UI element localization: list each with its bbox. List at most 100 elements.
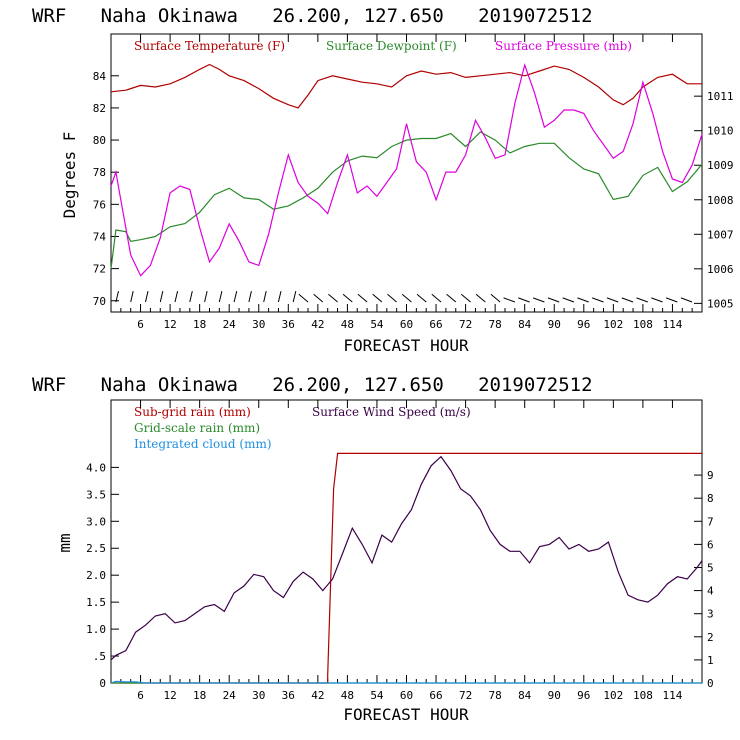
legend-sub-grid-rain: Sub-grid rain (mm) — [134, 405, 251, 419]
y2-tick-label: 1011 — [707, 90, 734, 103]
wind-barb — [159, 290, 164, 303]
wind-barb — [313, 293, 324, 303]
y2-tick-label: 0 — [707, 677, 714, 690]
x-tick-label: 90 — [548, 689, 561, 702]
wind-barb — [665, 297, 678, 303]
y-tick-label: 70 — [93, 295, 106, 308]
x-tick-label: 114 — [663, 318, 683, 331]
x-tick-label: 84 — [518, 689, 532, 702]
wind-barb — [475, 293, 486, 303]
x-tick-label: 84 — [518, 318, 532, 331]
wind-barb — [532, 297, 545, 303]
wind-barb — [431, 293, 442, 303]
wind-barb — [277, 290, 282, 303]
x-tick-label: 36 — [282, 318, 295, 331]
y2-tick-label: 1010 — [707, 125, 734, 138]
x-tick-label: 24 — [223, 318, 237, 331]
panel1-x-axis-label: FORECAST HOUR — [343, 336, 469, 355]
y2-tick-label: 8 — [707, 492, 714, 505]
y-tick-label: 4.0 — [86, 461, 106, 474]
y-tick-label: 84 — [93, 70, 107, 83]
y-tick-label: 1.5 — [86, 596, 106, 609]
wind-barb — [592, 297, 604, 303]
x-tick-label: 108 — [633, 318, 653, 331]
wind-barb — [189, 290, 193, 303]
x-tick-label: 72 — [459, 318, 472, 331]
y2-tick-label: 6 — [707, 538, 714, 551]
x-tick-label: 12 — [163, 318, 176, 331]
x-tick-label: 108 — [633, 689, 653, 702]
legend-surface-temperature: Surface Temperature (F) — [134, 39, 285, 53]
x-tick-label: 60 — [400, 689, 413, 702]
wind-barb — [218, 290, 223, 303]
wind-barb — [357, 293, 368, 303]
wind-barb — [446, 293, 457, 303]
wind-barb — [460, 293, 471, 303]
wind-barb — [298, 293, 309, 303]
surface-temperature-line — [110, 63, 702, 109]
precipitation-panel: WRF Naha Okinawa 26.200, 127.650 2019072… — [32, 374, 714, 724]
wind-barb — [621, 297, 634, 303]
y2-tick-label: 1006 — [707, 263, 734, 276]
x-tick-label: 96 — [577, 318, 590, 331]
surface-dewpoint-line — [110, 131, 703, 269]
panel2-title: WRF Naha Okinawa 26.200, 127.650 2019072… — [32, 374, 593, 396]
wind-barb — [547, 297, 560, 303]
legend-integrated-cloud: Integrated cloud (mm) — [134, 437, 272, 451]
wind-barb — [636, 297, 648, 303]
wind-barb — [372, 293, 383, 303]
x-tick-label: 102 — [603, 318, 623, 331]
x-tick-label: 30 — [252, 318, 265, 331]
wind-barb — [490, 293, 501, 303]
wind-barb — [342, 293, 353, 303]
wind-barb — [401, 293, 412, 303]
y-tick-label: 2.5 — [86, 542, 106, 555]
wind-barb — [115, 290, 119, 303]
y2-tick-label: 3 — [707, 608, 714, 621]
x-tick-label: 48 — [341, 318, 354, 331]
y-tick-label: 80 — [93, 134, 106, 147]
x-tick-label: 42 — [311, 318, 324, 331]
wind-barb — [292, 290, 297, 303]
x-tick-label: 30 — [252, 689, 265, 702]
x-tick-label: 6 — [137, 318, 144, 331]
x-tick-label: 114 — [663, 689, 683, 702]
wind-barb — [518, 297, 530, 303]
y-tick-label: 0 — [99, 677, 106, 690]
panel1-title: WRF Naha Okinawa 26.200, 127.650 2019072… — [32, 5, 593, 27]
x-tick-label: 42 — [311, 689, 324, 702]
x-tick-label: 48 — [341, 689, 354, 702]
wind-barb — [328, 293, 338, 303]
x-tick-label: 78 — [489, 689, 502, 702]
y2-tick-label: 1007 — [707, 228, 734, 241]
x-tick-label: 66 — [429, 689, 442, 702]
panel2-x-axis-label: FORECAST HOUR — [343, 705, 469, 724]
wind-barb — [416, 293, 427, 303]
y2-tick-label: 7 — [707, 515, 714, 528]
x-tick-label: 36 — [282, 689, 295, 702]
panel1-y-axis-label: Degrees F — [60, 132, 79, 219]
x-tick-label: 24 — [223, 689, 237, 702]
y-tick-label: 82 — [93, 102, 106, 115]
legend-surface-pressure: Surface Pressure (mb) — [495, 39, 632, 53]
integrated-cloud-line — [110, 680, 702, 684]
x-tick-label: 90 — [548, 318, 561, 331]
surface-pressure-line — [110, 63, 703, 277]
y2-tick-label: 1 — [707, 654, 714, 667]
x-tick-label: 6 — [137, 689, 144, 702]
x-tick-label: 60 — [400, 318, 413, 331]
wind-barb — [263, 290, 267, 303]
temperature-panel: WRF Naha Okinawa 26.200, 127.650 2019072… — [32, 5, 734, 355]
x-tick-label: 78 — [489, 318, 502, 331]
x-tick-label: 66 — [429, 318, 442, 331]
wind-barb — [680, 297, 693, 303]
wind-barb — [577, 297, 589, 303]
x-tick-label: 18 — [193, 689, 206, 702]
wind-barb — [145, 290, 149, 303]
y2-tick-label: 1008 — [707, 194, 734, 207]
y2-tick-label: 9 — [707, 469, 714, 482]
legend-grid-scale-rain: Grid-scale rain (mm) — [134, 421, 260, 435]
y-tick-label: 2.0 — [86, 569, 106, 582]
y2-tick-label: 4 — [707, 585, 714, 598]
